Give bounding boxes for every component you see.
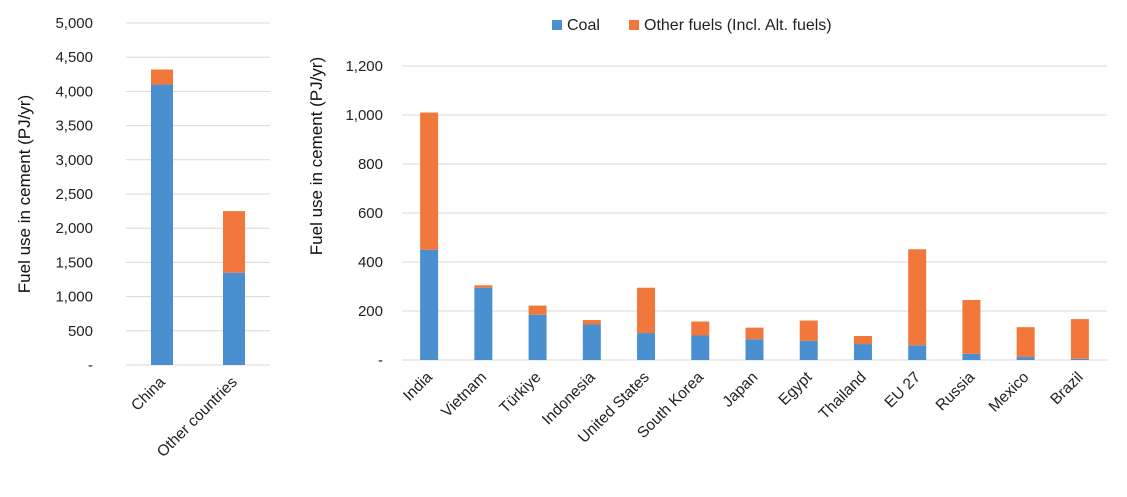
- chart2-bar-coal-brazil: [1070, 358, 1089, 360]
- chart2-y-tick-label: 1,000: [345, 107, 383, 124]
- chart1-y-tick-label: 4,000: [55, 83, 93, 100]
- chart1-y-tick-label: 5,000: [55, 15, 93, 32]
- chart2-category-label-brazil: Brazil: [1047, 369, 1086, 408]
- chart1-y-tick-label: -: [88, 357, 93, 374]
- chart1-y-tick-label: 3,500: [55, 118, 93, 135]
- chart2-category-label-eu-27: EU 27: [882, 369, 924, 411]
- chart2-category-label-vietnam: Vietnam: [438, 369, 490, 421]
- chart2-bar-coal-thailand: [853, 344, 872, 360]
- chart2-bar-other-brazil: [1070, 319, 1089, 359]
- chart1-y-tick-label: 2,500: [55, 186, 93, 203]
- chart2-bar-coal-japan: [745, 339, 764, 360]
- chart2-bar-other-japan: [745, 327, 764, 340]
- chart1-y-tick-label: 1,000: [55, 289, 93, 306]
- chart2-bar-coal-russia: [962, 353, 981, 360]
- chart2-bar-coal-south-korea: [691, 335, 710, 360]
- chart-right-panel: - 200 400 600 800 1,000 1,200 Fuel use in cemen…: [307, 57, 1107, 447]
- chart1-y-tick-label: 4,500: [55, 49, 93, 66]
- chart1-y-tick-label: 3,000: [55, 152, 93, 169]
- chart2-y-tick-label: 400: [358, 254, 383, 271]
- chart1-bar-coal-other-countries: [223, 272, 245, 365]
- chart1-category-label-china: China: [128, 374, 169, 415]
- chart1-y-axis-title: Fuel use in cement (PJ/yr): [15, 95, 34, 293]
- legend-label-other: Other fuels (Incl. Alt. fuels): [644, 17, 832, 34]
- chart2-bar-other-mexico: [1016, 327, 1035, 358]
- chart2-y-axis-title: Fuel use in cement (PJ/yr): [307, 57, 326, 255]
- chart-left-panel: - 500 1,000 1,500 2,000 2,500 3,000 3,500 4,000 4…: [15, 15, 270, 461]
- chart2-y-tick-label: 200: [358, 303, 383, 320]
- chart2-category-label-japan: Japan: [719, 369, 761, 411]
- chart2-y-tick-label: 800: [358, 156, 383, 173]
- chart2-bar-coal-egypt: [799, 340, 818, 360]
- chart2-bar-other-vietnam: [474, 285, 493, 288]
- legend-swatch-coal: [552, 20, 562, 30]
- chart2-bar-coal-indonesia: [582, 324, 601, 360]
- chart1-bar-other-other-countries: [223, 211, 245, 273]
- chart2-bar-other-united-states: [637, 287, 656, 334]
- chart2-y-tick-label: -: [378, 352, 383, 369]
- chart2-bar-coal-turkiye: [528, 314, 547, 360]
- chart2-y-tick-label: 600: [358, 205, 383, 222]
- chart1-y-tick-label: 1,500: [55, 254, 93, 271]
- chart2-bar-other-indonesia: [582, 320, 601, 325]
- legend-swatch-other: [629, 20, 639, 30]
- chart2-bar-coal-eu-27: [908, 345, 927, 360]
- chart2-bar-other-india: [420, 112, 439, 250]
- chart2-bar-other-russia: [962, 299, 981, 354]
- chart2-category-label-turkiye: Türkiye: [496, 369, 544, 417]
- chart2-bar-other-thailand: [853, 335, 872, 345]
- chart2-bar-other-turkiye: [528, 305, 547, 315]
- chart2-bar-coal-united-states: [637, 333, 656, 360]
- chart2-bar-other-eu-27: [908, 249, 927, 346]
- chart2-y-tick-label: 1,200: [345, 58, 383, 75]
- chart1-y-tick-label: 500: [68, 323, 93, 340]
- chart1-bar-coal-china: [151, 84, 173, 365]
- chart2-category-label-mexico: Mexico: [986, 369, 1033, 416]
- chart2-category-label-india: India: [400, 369, 436, 405]
- chart2-bar-coal-mexico: [1016, 357, 1035, 360]
- chart2-bar-coal-india: [420, 249, 439, 360]
- chart2-category-label-egypt: Egypt: [776, 368, 817, 409]
- chart2-category-label-russia: Russia: [933, 369, 979, 415]
- legend-label-coal: Coal: [567, 17, 600, 34]
- chart1-bar-other-china: [151, 69, 173, 85]
- chart1-y-tick-label: 2,000: [55, 220, 93, 237]
- chart-legend: Coal Other fuels (Incl. Alt. fuels): [552, 17, 832, 34]
- chart2-bar-other-south-korea: [691, 321, 710, 336]
- chart2-bar-coal-vietnam: [474, 287, 493, 360]
- chart2-bar-other-egypt: [799, 320, 818, 341]
- chart2-category-label-thailand: Thailand: [816, 369, 870, 423]
